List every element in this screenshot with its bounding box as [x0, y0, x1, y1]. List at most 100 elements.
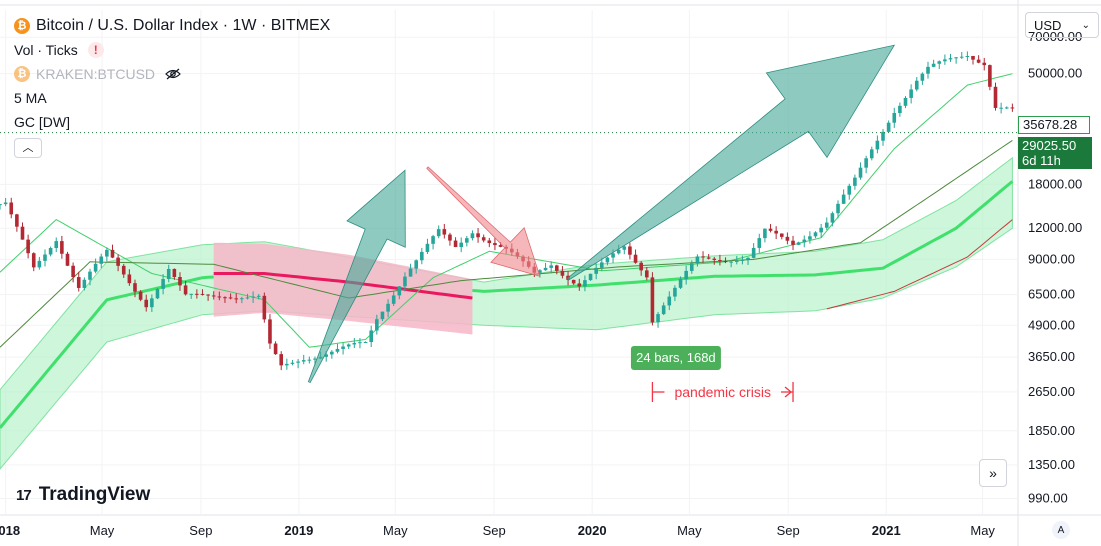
candle-body — [734, 260, 739, 262]
volume-label[interactable]: Vol · Ticks — [14, 42, 78, 58]
candle-body — [161, 279, 165, 289]
warning-icon[interactable]: ! — [87, 42, 104, 58]
ma-label[interactable]: 5 MA — [14, 90, 47, 106]
candle-body — [330, 351, 334, 355]
candle-body — [1010, 107, 1015, 109]
candle-body — [82, 279, 87, 288]
candle-body — [217, 296, 222, 298]
candle-body — [898, 105, 902, 114]
candle-body — [200, 293, 205, 295]
candle-body — [408, 268, 413, 277]
candle-body — [779, 233, 784, 237]
candle-body — [982, 62, 987, 66]
candle-body — [37, 260, 42, 268]
x-tick-label: Sep — [777, 523, 800, 538]
candle-body — [661, 305, 666, 315]
last-price-value: 29025.50 — [1022, 138, 1077, 153]
candle-body — [751, 247, 756, 258]
candle-body — [796, 242, 801, 245]
candle-body — [189, 293, 194, 295]
candle-body — [285, 363, 289, 366]
symbol-title[interactable]: Bitcoin / U.S. Dollar Index · 1W · BITME… — [36, 17, 331, 34]
gc-label[interactable]: GC [DW] — [14, 114, 70, 130]
candle-body — [644, 270, 649, 278]
currency-select[interactable]: USD ⌄ — [1025, 12, 1099, 38]
candle-body — [256, 295, 261, 297]
candle-body — [358, 342, 362, 344]
x-tick-label: 2018 — [0, 523, 20, 538]
candle-body — [43, 254, 47, 261]
candle-body — [588, 273, 593, 281]
candle-body — [493, 243, 497, 246]
last-price-tag: 29025.50 6d 11h — [1018, 137, 1092, 169]
candle-body — [785, 236, 790, 241]
candle-body — [223, 297, 227, 299]
candle-body — [824, 222, 829, 228]
candle-body — [954, 57, 958, 59]
down-arrow-drawing — [426, 166, 541, 277]
candle-body — [892, 113, 897, 123]
candle-body — [881, 131, 885, 141]
candle-body — [684, 270, 688, 280]
candle-body — [869, 149, 874, 159]
y-tick-label: 50000.00 — [1028, 66, 1082, 81]
candle-body — [650, 277, 655, 323]
green-band-midline — [0, 275, 214, 429]
candle-body — [459, 242, 463, 248]
candle-body — [352, 343, 357, 345]
bitcoin-icon: ₿ — [14, 66, 30, 82]
candle-body — [791, 240, 795, 245]
candle-body — [476, 233, 480, 238]
candle-body — [144, 299, 149, 308]
candle-body — [76, 277, 81, 288]
candle-body — [926, 66, 930, 74]
y-tick-label: 12000.00 — [1028, 220, 1082, 235]
candle-body — [166, 268, 171, 280]
compare-symbol[interactable]: KRAKEN:BTCUSD — [36, 66, 156, 82]
auto-scale-button[interactable]: A — [1052, 521, 1070, 539]
chart-legend: ₿ Bitcoin / U.S. Dollar Index · 1W · BIT… — [14, 14, 330, 158]
green-band — [0, 156, 1013, 470]
candle-body — [999, 107, 1003, 109]
legend-title-row[interactable]: ₿ Bitcoin / U.S. Dollar Index · 1W · BIT… — [14, 14, 330, 38]
legend-gc-row[interactable]: GC [DW] — [14, 110, 330, 134]
candle-body — [206, 294, 210, 296]
bar-countdown: 6d 11h — [1022, 153, 1061, 168]
candle-body — [211, 295, 216, 297]
candle-body — [234, 298, 239, 300]
candle-body — [656, 314, 660, 323]
candle-body — [864, 158, 868, 168]
collapse-legend-button[interactable]: ︿ — [14, 138, 42, 158]
x-tick-label: May — [677, 523, 702, 538]
legend-compare-row[interactable]: ₿ KRAKEN:BTCUSD — [14, 62, 330, 86]
eye-hidden-icon[interactable] — [165, 68, 181, 80]
candle-body — [240, 298, 244, 300]
scroll-to-realtime-button[interactable]: » — [979, 459, 1007, 487]
tradingview-logo[interactable]: 17 TradingView — [16, 484, 150, 506]
candle-body — [296, 361, 300, 363]
candle-body — [920, 73, 925, 81]
candle-body — [549, 265, 553, 268]
candle-body — [706, 257, 711, 259]
candle-body — [127, 274, 132, 284]
candle-body — [948, 58, 953, 60]
candle-body — [886, 122, 891, 132]
candle-body — [763, 228, 767, 239]
bitcoin-icon: ₿ — [14, 18, 30, 34]
candle-body — [841, 194, 846, 204]
candle-body — [150, 298, 154, 308]
candle-body — [959, 56, 964, 58]
legend-volume-row[interactable]: Vol · Ticks ! — [14, 38, 330, 62]
x-tick-label: Sep — [483, 523, 506, 538]
candle-body — [251, 296, 255, 298]
candle-body — [138, 291, 143, 300]
candle-body — [448, 234, 452, 241]
candle-body — [802, 239, 807, 243]
legend-ma-row[interactable]: 5 MA — [14, 86, 330, 110]
candle-body — [178, 277, 182, 286]
candle-body — [195, 293, 199, 295]
candle-body — [858, 167, 863, 178]
candle-body — [386, 303, 390, 312]
candle-body — [307, 359, 312, 361]
